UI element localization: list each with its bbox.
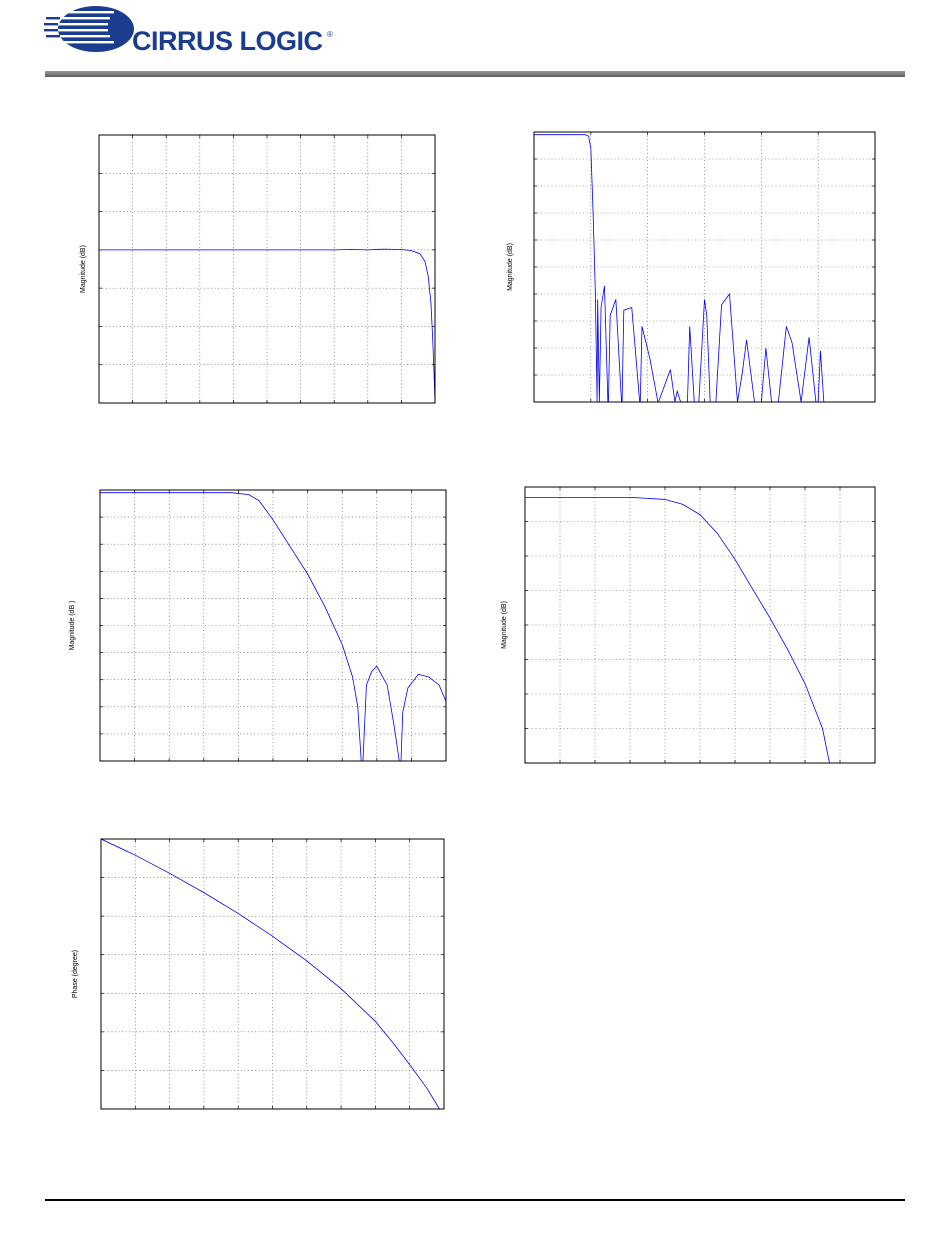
- phase-series-line: [101, 839, 440, 1109]
- stopband-grid: [534, 132, 875, 402]
- transition-band-chart-svg: Magnitude (dB ): [69, 489, 447, 762]
- phase-plot: Phase (degree): [60, 834, 450, 1114]
- phase-grid: [101, 839, 444, 1109]
- header-rule: [45, 71, 905, 77]
- transition-band-detail-plot: Magnitude (dB): [490, 482, 880, 768]
- transition-band-detail-chart-svg: Magnitude (dB): [501, 486, 876, 764]
- transition-band-grid: [100, 490, 446, 761]
- transition-band-detail-series-line: [525, 496, 830, 763]
- transition-band-detail-grid: [525, 487, 875, 763]
- phase-plot-frame: [100, 838, 445, 1110]
- passband-grid: [99, 135, 435, 403]
- stopband-y-axis-label: Magnitude (dB): [507, 243, 514, 291]
- transition-band-plot: Magnitude (dB ): [60, 486, 450, 766]
- stopband-chart-svg: Magnitude (dB): [507, 131, 876, 403]
- transition-band-series-line: [100, 492, 446, 761]
- phase-y-axis-label: Phase (degree): [72, 950, 79, 998]
- passband-y-axis-label: Magnitude (dB): [80, 245, 87, 293]
- brand-name: CIRRUS LOGIC: [132, 26, 323, 56]
- registered-mark: ®: [327, 30, 333, 39]
- cirrus-logic-logo-mark: [44, 6, 134, 52]
- passband-chart-svg: Magnitude (dB): [80, 134, 436, 404]
- passband-series-line: [99, 248, 435, 403]
- stopband-plot-frame: [533, 131, 876, 403]
- phase-chart-svg: Phase (degree): [72, 838, 445, 1110]
- transition-band-detail-y-axis-label: Magnitude (dB): [501, 601, 508, 649]
- passband-plot-frame: [98, 134, 436, 404]
- footer-rule: [45, 1199, 905, 1201]
- passband-plot: Magnitude (dB): [60, 130, 440, 406]
- transition-band-y-axis-label: Magnitude (dB ): [69, 601, 76, 651]
- cirrus-logic-logo: CIRRUS LOGIC ®: [44, 2, 344, 58]
- transition-band-plot-frame: [99, 489, 447, 762]
- transition-band-detail-plot-frame: [524, 486, 876, 764]
- stopband-series-line: [534, 134, 825, 402]
- stopband-plot: Magnitude (dB): [498, 126, 880, 406]
